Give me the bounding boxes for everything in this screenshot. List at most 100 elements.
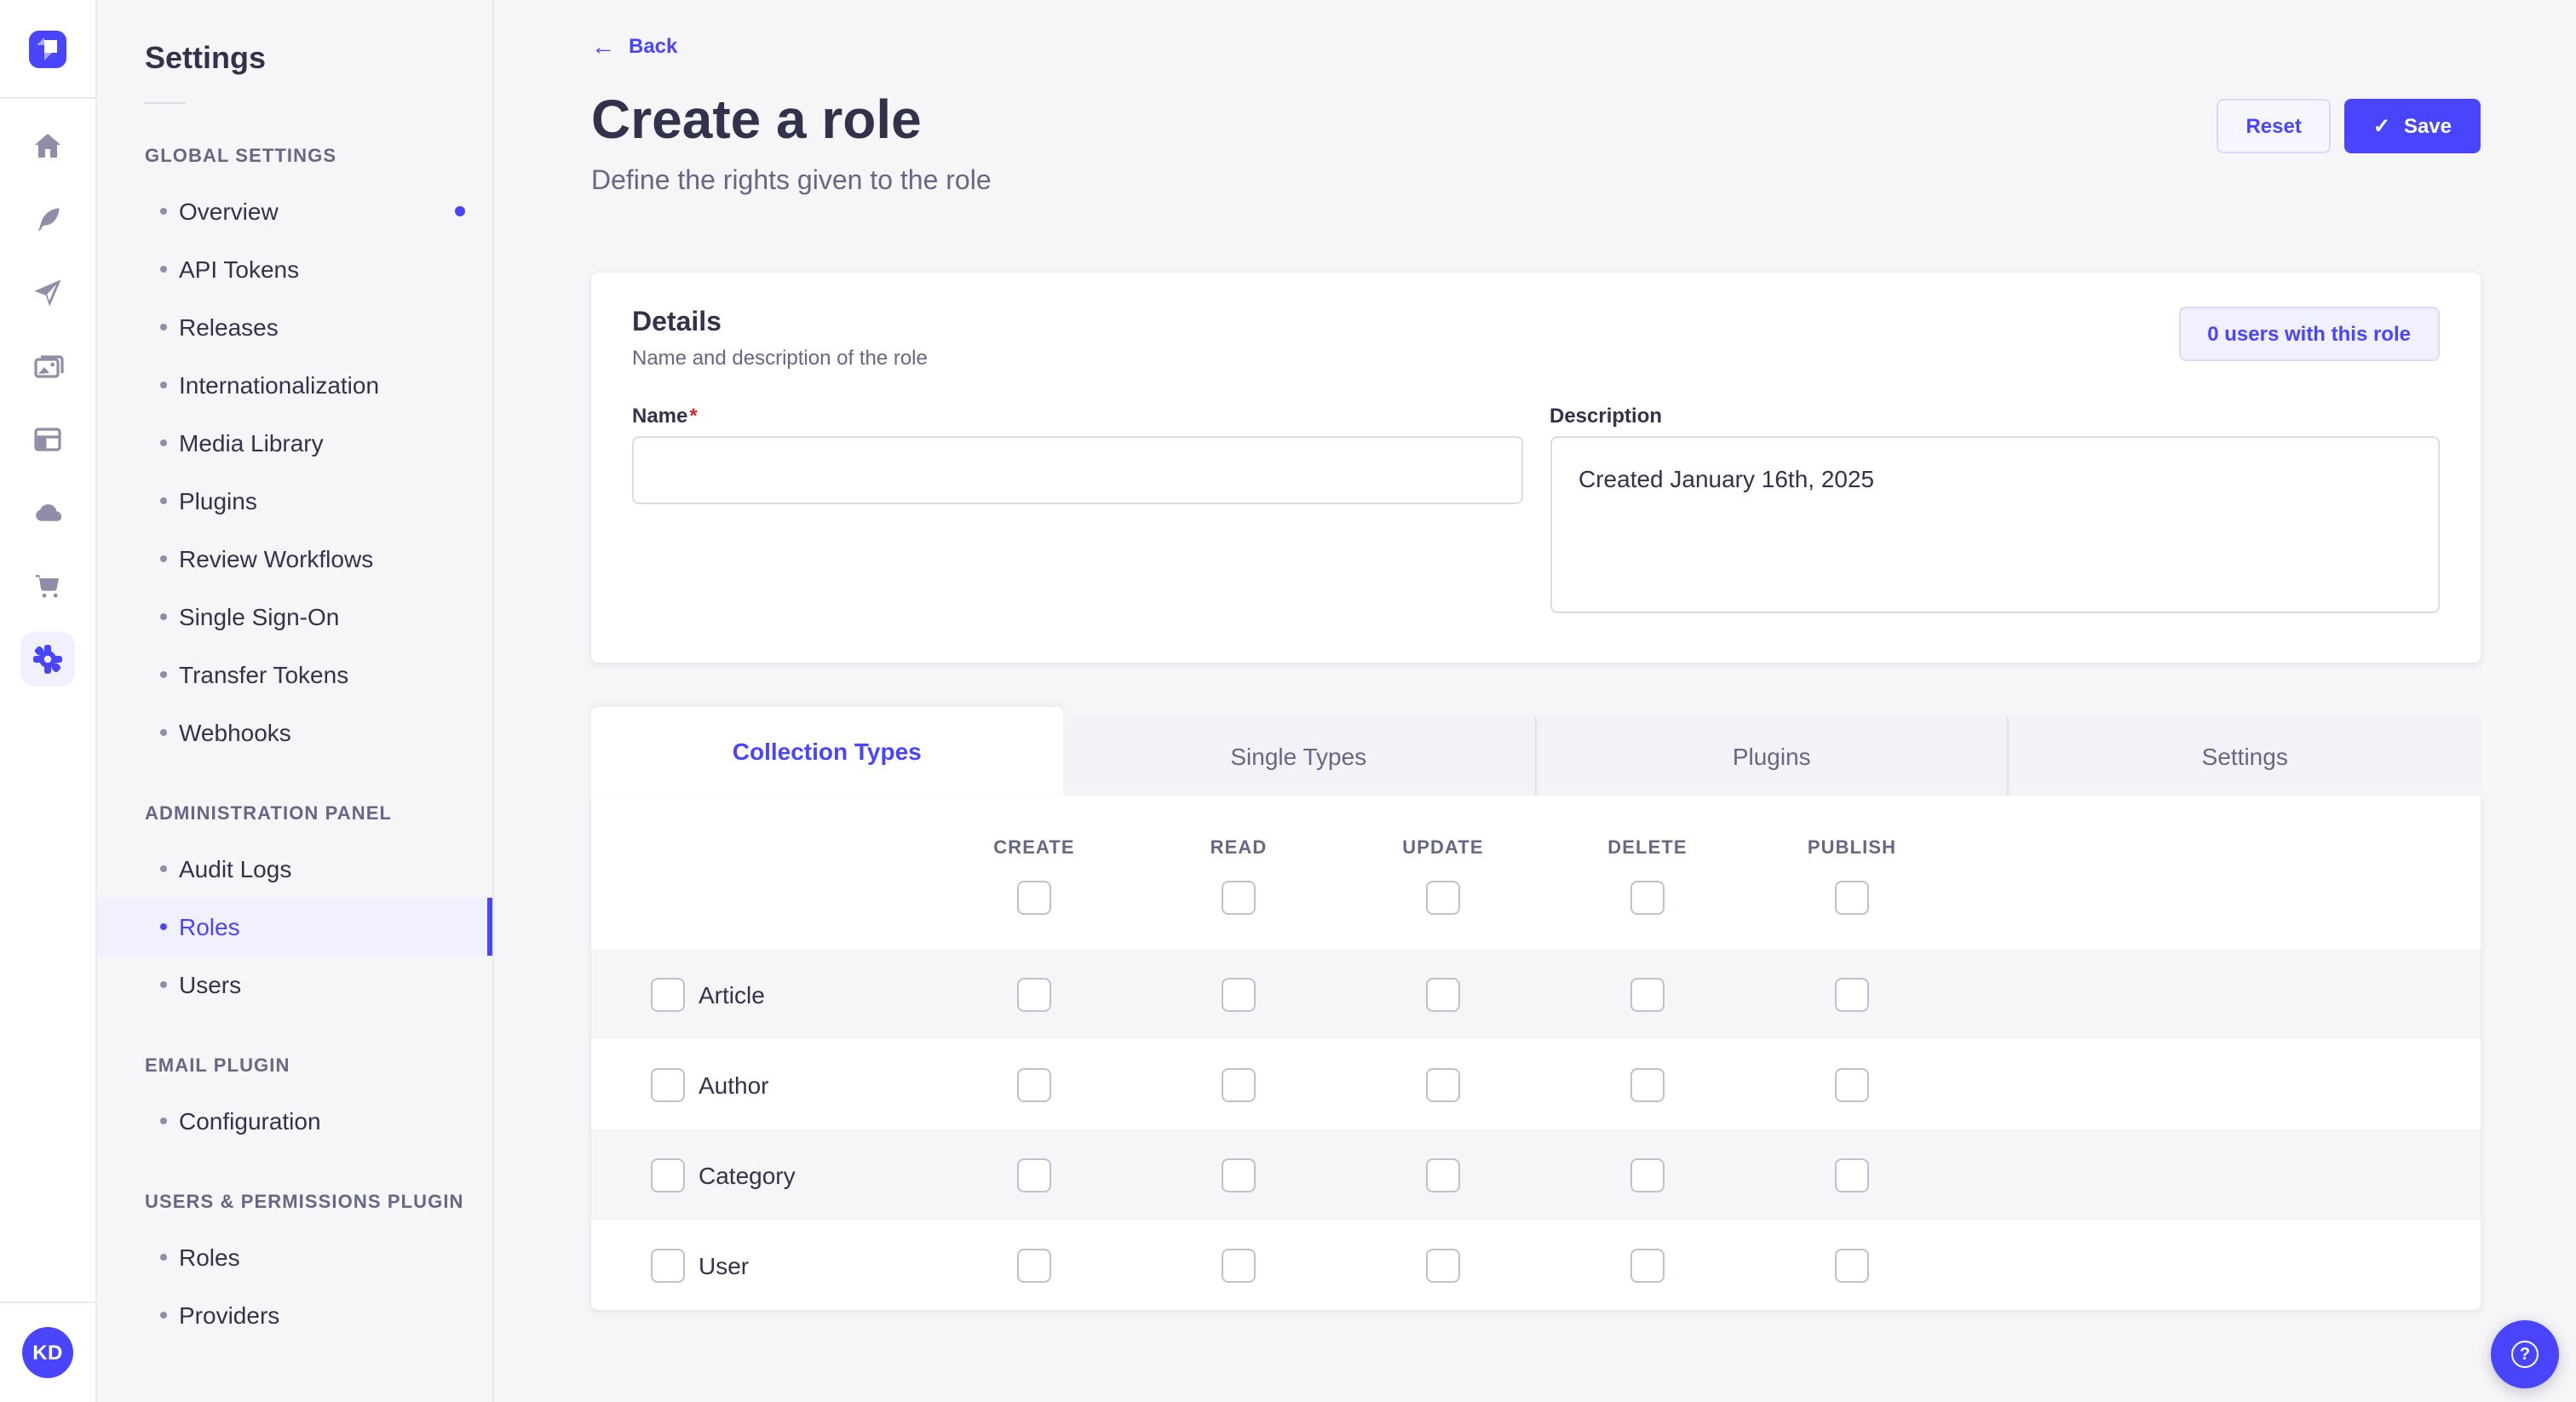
permissions-section: Collection Types Single Types Plugins Setti… — [591, 707, 2481, 1310]
column-labels-row: CREATE READ UPDATE DELETE PUBLISH — [591, 836, 2481, 860]
sidebar-item-roles[interactable]: Roles — [97, 1228, 492, 1286]
cloud-icon[interactable] — [20, 486, 75, 540]
sidebar-item-webhooks[interactable]: Webhooks — [97, 704, 492, 761]
page-title: Create a role — [591, 89, 922, 150]
bullet-dot — [160, 555, 167, 562]
rail-icon-list — [0, 99, 95, 687]
sidebar-item-users[interactable]: Users — [97, 956, 492, 1014]
required-asterisk: * — [689, 404, 698, 428]
sidebar-item-audit-logs[interactable]: Audit Logs — [97, 840, 492, 898]
tab-settings[interactable]: Settings — [2007, 717, 2481, 796]
media-images-icon[interactable] — [20, 339, 75, 394]
checkbox-category-create[interactable] — [1017, 1158, 1051, 1192]
back-label: Back — [629, 34, 678, 58]
checkbox-author-publish[interactable] — [1835, 1067, 1869, 1101]
bullet-dot — [160, 497, 167, 504]
checkbox-user-read[interactable] — [1222, 1248, 1256, 1282]
marketplace-cart-icon[interactable] — [20, 559, 75, 613]
send-plane-icon[interactable] — [20, 266, 75, 320]
description-textarea[interactable]: Created January 16th, 2025 — [1550, 436, 2440, 613]
checkbox-row-article[interactable] — [651, 977, 685, 1011]
column-header-read: READ — [1210, 838, 1268, 859]
column-header-publish: PUBLISH — [1807, 838, 1897, 859]
checkbox-article-publish[interactable] — [1835, 977, 1869, 1011]
tab-plugins[interactable]: Plugins — [1534, 717, 2008, 796]
checkbox-category-delete[interactable] — [1630, 1158, 1665, 1192]
bullet-dot — [160, 324, 167, 330]
checkbox-author-update[interactable] — [1426, 1067, 1460, 1101]
bullet-dot — [160, 613, 167, 620]
checkbox-category-update[interactable] — [1426, 1158, 1460, 1192]
sidebar-item-configuration[interactable]: Configuration — [97, 1092, 492, 1150]
sidebar-item-overview[interactable]: Overview — [97, 182, 492, 240]
row-label: User — [699, 1251, 750, 1278]
bullet-dot — [160, 440, 167, 446]
help-button[interactable]: ? — [2491, 1320, 2559, 1388]
header-actions: Reset ✓ Save — [2217, 99, 2481, 153]
user-avatar[interactable]: KD — [22, 1327, 73, 1378]
tab-collection-types[interactable]: Collection Types — [591, 707, 1063, 796]
main-content: ← Back Create a role Define the rights g… — [494, 0, 2576, 1402]
users-with-role-button[interactable]: 0 users with this role — [2178, 307, 2440, 361]
content-feather-icon[interactable] — [20, 192, 75, 247]
checkbox-select-all-publish[interactable] — [1835, 881, 1869, 915]
checkbox-select-all-delete[interactable] — [1630, 881, 1665, 915]
checkbox-user-create[interactable] — [1017, 1248, 1051, 1282]
sidebar-item-releases[interactable]: Releases — [97, 298, 492, 356]
sidebar-section-label: ADMINISTRATION PANEL — [145, 804, 393, 825]
table-header: CREATE READ UPDATE DELETE PUBLISH — [591, 796, 2481, 949]
table-row-article: Article — [591, 949, 2481, 1039]
back-link[interactable]: ← Back — [591, 34, 677, 58]
sidebar-item-api-tokens[interactable]: API Tokens — [97, 240, 492, 298]
sidebar-item-label: Single Sign-On — [179, 603, 340, 630]
checkbox-user-publish[interactable] — [1835, 1248, 1869, 1282]
sidebar-item-media-library[interactable]: Media Library — [97, 414, 492, 472]
sidebar-item-label: Configuration — [179, 1107, 321, 1135]
checkbox-article-create[interactable] — [1017, 977, 1051, 1011]
sidebar-item-internationalization[interactable]: Internationalization — [97, 356, 492, 414]
checkbox-user-update[interactable] — [1426, 1248, 1460, 1282]
sidebar-item-label: Internationalization — [179, 371, 380, 399]
strapi-logo[interactable] — [29, 30, 66, 67]
checkbox-row-user[interactable] — [651, 1248, 685, 1282]
table-body: Article Author Category User — [591, 949, 2481, 1310]
checkbox-article-read[interactable] — [1222, 977, 1256, 1011]
reset-button[interactable]: Reset — [2217, 99, 2331, 153]
sidebar-item-plugins[interactable]: Plugins — [97, 472, 492, 530]
checkbox-row-author[interactable] — [651, 1067, 685, 1101]
checkbox-category-publish[interactable] — [1835, 1158, 1869, 1192]
checkbox-author-delete[interactable] — [1630, 1067, 1665, 1101]
checkbox-article-delete[interactable] — [1630, 977, 1665, 1011]
sidebar-item-single-sign-on[interactable]: Single Sign-On — [97, 588, 492, 646]
layout-panel-icon[interactable] — [20, 412, 75, 467]
details-card: Details Name and description of the role… — [591, 273, 2481, 663]
sidebar-section: EMAIL PLUGIN Configuration — [97, 1054, 492, 1150]
settings-gear-icon[interactable] — [20, 632, 75, 687]
home-icon[interactable] — [20, 119, 75, 174]
sidebar-item-review-workflows[interactable]: Review Workflows — [97, 530, 492, 588]
checkbox-author-create[interactable] — [1017, 1067, 1051, 1101]
save-button[interactable]: ✓ Save — [2343, 99, 2481, 153]
checkbox-category-read[interactable] — [1222, 1158, 1256, 1192]
page-subtitle: Define the rights given to the role — [591, 167, 992, 196]
sidebar-item-roles[interactable]: Roles — [97, 898, 492, 956]
sidebar-item-providers[interactable]: Providers — [97, 1286, 492, 1344]
icon-rail: KD — [0, 0, 97, 1402]
checkbox-select-all-update[interactable] — [1426, 881, 1460, 915]
name-label-text: Name — [632, 404, 688, 428]
sidebar-item-label: Media Library — [179, 429, 324, 457]
row-label: Article — [699, 980, 765, 1008]
checkbox-select-all-create[interactable] — [1017, 881, 1051, 915]
tab-single-types[interactable]: Single Types — [1062, 717, 1534, 796]
checkbox-select-all-read[interactable] — [1222, 881, 1256, 915]
checkbox-user-delete[interactable] — [1630, 1248, 1665, 1282]
sidebar-item-label: Webhooks — [179, 719, 291, 746]
checkbox-author-read[interactable] — [1222, 1067, 1256, 1101]
name-input[interactable] — [632, 436, 1522, 504]
bullet-dot — [160, 671, 167, 678]
sidebar-item-transfer-tokens[interactable]: Transfer Tokens — [97, 646, 492, 704]
checkbox-article-update[interactable] — [1426, 977, 1460, 1011]
sidebar-section-label: EMAIL PLUGIN — [145, 1056, 290, 1077]
description-field-group: Description Created January 16th, 2025 — [1550, 402, 2440, 622]
checkbox-row-category[interactable] — [651, 1158, 685, 1192]
